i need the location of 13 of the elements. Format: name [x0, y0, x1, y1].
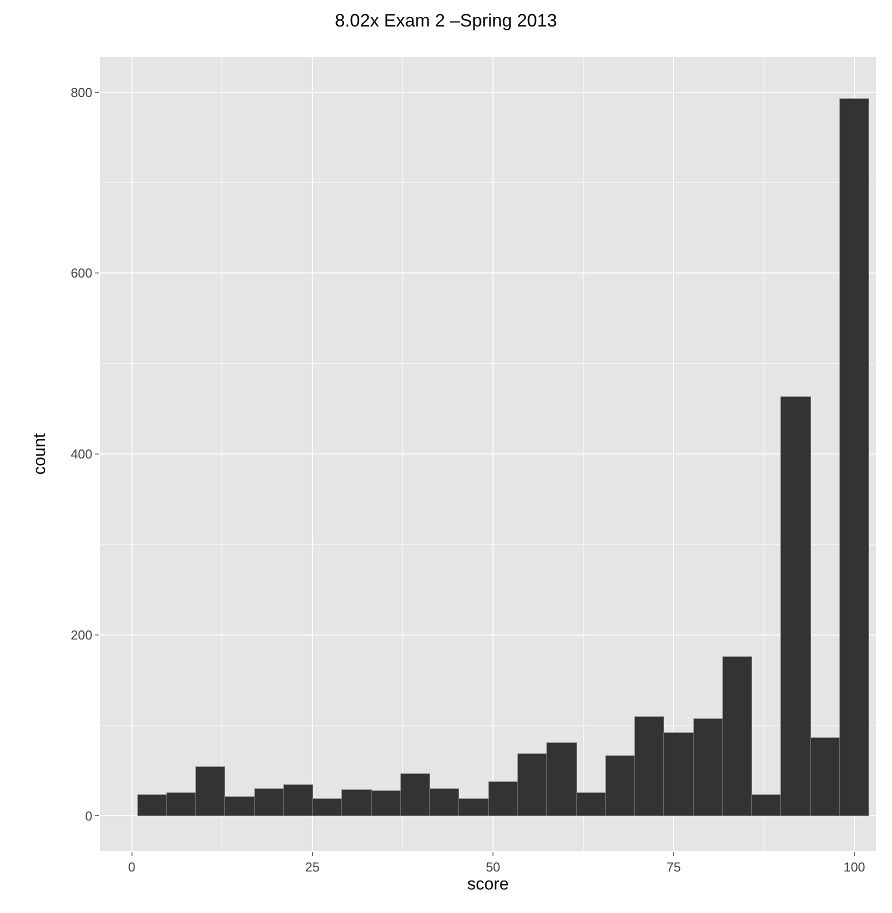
y-tick-label: 200 [70, 627, 92, 642]
y-tick-label: 0 [85, 808, 92, 824]
x-axis-title: score [467, 874, 509, 894]
x-tick-label: 0 [128, 860, 136, 875]
chart-title: 8.02x Exam 2 –Spring 2013 [334, 10, 558, 30]
x-tick-label: 50 [486, 860, 500, 875]
y-tick-label: 400 [70, 446, 92, 462]
x-tick-label: 100 [843, 860, 866, 875]
y-tick-label: 600 [70, 266, 92, 281]
x-tick-label: 75 [666, 860, 681, 875]
y-axis-title: count [30, 432, 50, 475]
y-tick-label: 800 [70, 84, 92, 100]
x-tick-label: 25 [305, 860, 320, 875]
